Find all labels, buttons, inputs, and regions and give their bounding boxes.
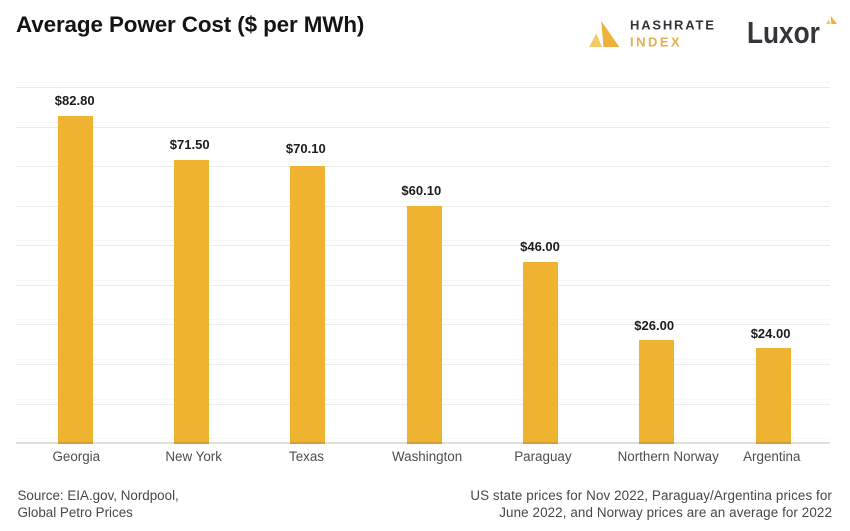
svg-text:HASHRATE: HASHRATE [630,18,716,33]
svg-text:INDEX: INDEX [630,34,682,49]
